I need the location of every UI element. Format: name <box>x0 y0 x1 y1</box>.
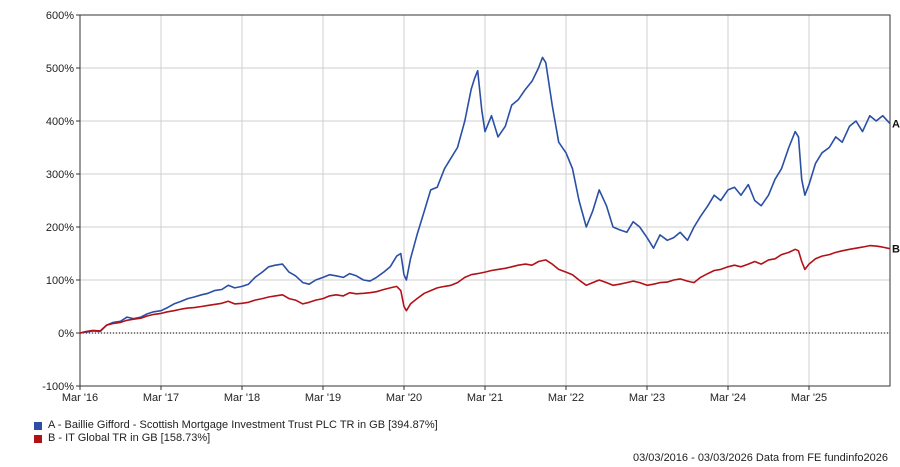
x-tick-label: Mar '18 <box>224 392 260 404</box>
y-tick-label: 100% <box>46 275 74 287</box>
x-tick-label: Mar '19 <box>305 392 341 404</box>
y-tick-label: 0% <box>58 328 74 340</box>
legend: A - Baillie Gifford - Scottish Mortgage … <box>34 419 438 445</box>
footer-date-range: 03/03/2016 - 03/03/2026 Data from FE fun… <box>632 452 888 464</box>
y-tick-label: -100% <box>42 381 74 393</box>
series-line-a <box>79 56 891 334</box>
legend-label-a: A - Baillie Gifford - Scottish Mortgage … <box>48 419 438 431</box>
y-tick-label: 400% <box>46 116 74 128</box>
x-tick-label: Mar '17 <box>143 392 179 404</box>
legend-item-a: A - Baillie Gifford - Scottish Mortgage … <box>34 419 438 432</box>
x-tick-label: Mar '25 <box>791 392 827 404</box>
grid-lines <box>80 15 890 386</box>
x-tick-label: Mar '24 <box>710 392 746 404</box>
x-tick-label: Mar '23 <box>629 392 665 404</box>
legend-swatch-b <box>34 434 42 443</box>
x-tick-label: Mar '22 <box>548 392 584 404</box>
y-tick-label: 500% <box>46 63 74 75</box>
x-tick-label: Mar '21 <box>467 392 503 404</box>
legend-label-b: B - IT Global TR in GB [158.73%] <box>48 432 211 444</box>
y-tick-label: 300% <box>46 169 74 181</box>
y-tick-label: 600% <box>46 10 74 22</box>
x-tick-label: Mar '20 <box>386 392 422 404</box>
series-line-b <box>79 244 891 334</box>
y-tick-label: 200% <box>46 222 74 234</box>
plot-frame <box>79 14 891 387</box>
series-layer <box>79 56 891 334</box>
series-end-label-b: B <box>892 244 900 256</box>
x-axis-ticks: Mar '16 Mar '17 Mar '18 Mar '19 Mar '20 Mar '… <box>62 386 827 404</box>
x-tick-label: Mar '16 <box>62 392 98 404</box>
y-axis-ticks: 600% 500% 400% 300% 200% 100% 0% -100% <box>42 10 80 393</box>
line-chart: 600%500%400%300%200%100%0%-100% Mar '16 M… <box>42 10 900 404</box>
legend-item-b: B - IT Global TR in GB [158.73%] <box>34 432 438 445</box>
legend-swatch-a <box>34 421 42 430</box>
end-labels: AB <box>892 119 900 256</box>
series-end-label-a: A <box>892 119 900 131</box>
